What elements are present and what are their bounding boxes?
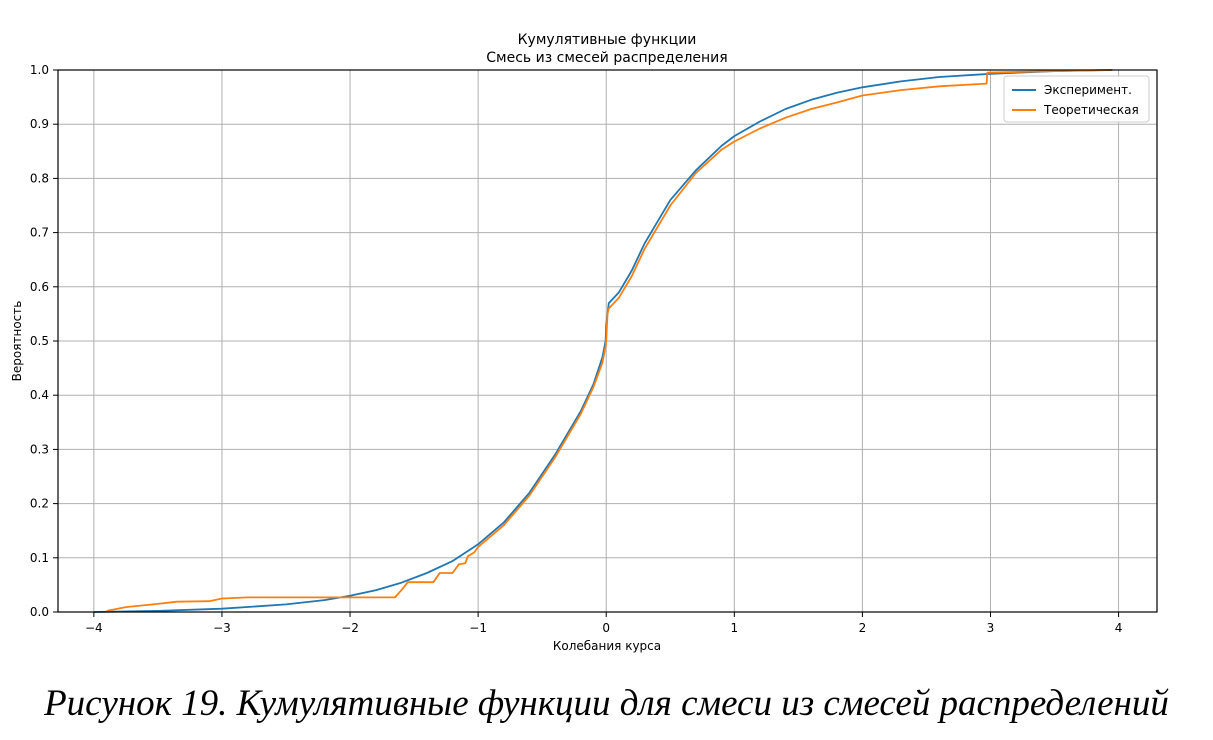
x-tick-label: −2 <box>341 621 359 635</box>
x-tick-label: −4 <box>85 621 103 635</box>
x-tick-label: 2 <box>859 621 867 635</box>
y-tick-label: 0.8 <box>30 171 49 185</box>
chart-subtitle: Смесь из смесей распределения <box>486 50 727 66</box>
ticks: −4 −3 −2 −1 0 1 2 3 4 0.0 0.1 0.2 0.3 0.4 0.5 0.6 0.7 0.8… <box>30 63 1122 635</box>
x-tick-label: 3 <box>987 621 995 635</box>
y-tick-label: 0.0 <box>30 605 49 619</box>
y-axis-label: Вероятность <box>10 301 24 382</box>
y-tick-label: 0.9 <box>30 117 49 131</box>
x-tick-label: −1 <box>469 621 487 635</box>
chart-title: Кумулятивные функции <box>518 32 697 48</box>
y-tick-label: 0.6 <box>30 280 49 294</box>
x-tick-label: −3 <box>213 621 231 635</box>
y-tick-label: 0.5 <box>30 334 49 348</box>
y-tick-label: 0.7 <box>30 226 49 240</box>
series-line-2 <box>106 69 1113 612</box>
legend: Эксперимент. Теоретическая <box>1003 75 1150 123</box>
y-tick-label: 1.0 <box>30 63 49 77</box>
y-tick-label: 0.2 <box>30 497 49 511</box>
y-tick-label: 0.3 <box>30 442 49 456</box>
x-tick-label: 4 <box>1115 621 1123 635</box>
legend-label: Теоретическая <box>1043 103 1139 117</box>
y-tick-label: 0.4 <box>30 388 49 402</box>
legend-box <box>1003 75 1150 123</box>
legend-label: Эксперимент. <box>1044 83 1132 97</box>
grid <box>58 69 1157 613</box>
x-tick-label: 1 <box>730 621 738 635</box>
x-axis-label: Колебания курса <box>553 639 661 653</box>
figure-caption: Рисунок 19. Кумулятивные функции для сме… <box>44 683 1169 724</box>
x-tick-label: 0 <box>602 621 610 635</box>
series-lines <box>93 69 1113 613</box>
y-tick-label: 0.1 <box>30 551 49 565</box>
cumulative-chart: Кумулятивные функции Смесь из смесей рас… <box>10 32 1158 653</box>
